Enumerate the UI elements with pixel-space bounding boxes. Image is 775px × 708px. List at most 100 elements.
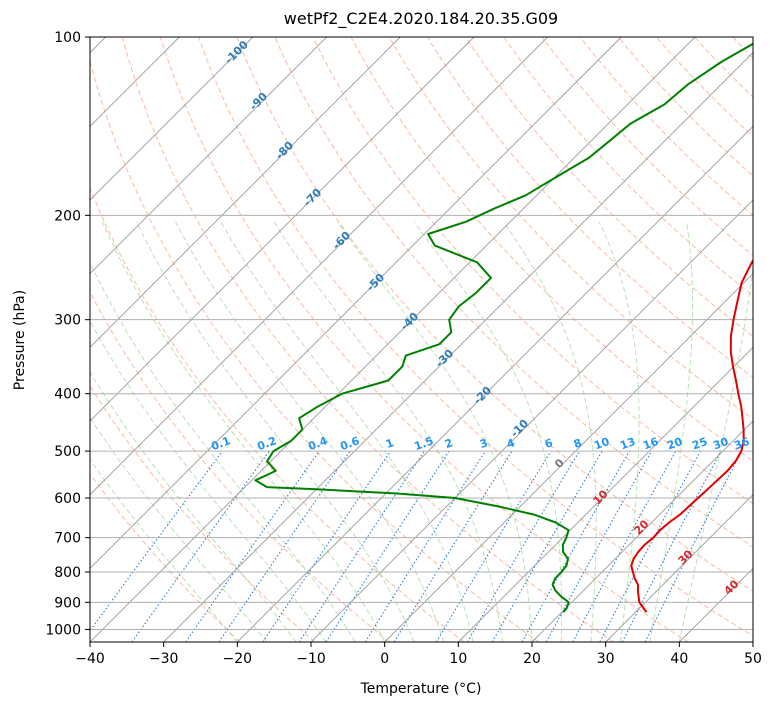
dry-adiabat bbox=[388, 37, 753, 420]
isotherm bbox=[237, 125, 753, 642]
mixing-ratio-label: 10 bbox=[592, 435, 611, 453]
x-axis-ticks: −40 −30 −20 −10 0 10 20 30 40 50 bbox=[75, 642, 762, 667]
y-tick-label: 500 bbox=[54, 444, 81, 460]
mixing-ratio-label: 8 bbox=[572, 436, 584, 451]
x-tick-label: 50 bbox=[744, 651, 762, 667]
y-tick-label: 900 bbox=[54, 595, 81, 611]
mixing-ratio-label: 4 bbox=[505, 436, 517, 451]
isotherm bbox=[163, 52, 753, 642]
mixing-ratio-line bbox=[644, 450, 743, 642]
mixing-ratio-label: 0.2 bbox=[255, 434, 278, 453]
y-tick-label: 800 bbox=[54, 565, 81, 581]
mixing-ratio-line bbox=[467, 450, 580, 642]
dry-adiabat bbox=[198, 37, 753, 637]
moist-adiabat bbox=[337, 221, 533, 642]
mixing-ratio-line bbox=[572, 450, 677, 642]
mixing-ratio-line bbox=[545, 450, 653, 642]
y-tick-label: 400 bbox=[54, 387, 81, 403]
mixing-ratio-label: 13 bbox=[618, 435, 637, 452]
x-tick-label: −10 bbox=[296, 651, 326, 667]
moist-adiabat bbox=[413, 221, 563, 642]
mixing-ratio-label: 0.1 bbox=[209, 434, 232, 453]
mixing-ratio-label: 16 bbox=[641, 435, 660, 453]
moist-adiabat bbox=[90, 320, 327, 642]
plot-frame bbox=[89, 36, 754, 643]
isotherm bbox=[90, 37, 548, 496]
y-axis-ticks: 100 200 300 400 500 600 700 800 900 1000 bbox=[45, 30, 90, 638]
mixing-ratio-line bbox=[364, 450, 486, 642]
moist-adiabat bbox=[90, 261, 356, 642]
mixing-ratio-line bbox=[621, 450, 722, 642]
isotherm bbox=[458, 346, 753, 642]
mixing-ratio-line bbox=[218, 450, 351, 642]
isotherm bbox=[605, 494, 753, 642]
temperature-profile bbox=[630, 258, 753, 613]
mixing-ratio-label: 2 bbox=[443, 436, 455, 451]
dry-adiabat bbox=[236, 37, 753, 592]
mixing-ratio-label: 25 bbox=[690, 435, 709, 452]
mixing-ratio-label: 36 bbox=[732, 435, 751, 453]
dry-adiabat bbox=[465, 37, 753, 338]
y-tick-label: 100 bbox=[54, 30, 81, 46]
dry-adiabat bbox=[159, 37, 689, 642]
x-tick-label: 30 bbox=[597, 651, 615, 667]
isotherm bbox=[310, 199, 753, 642]
isotherm bbox=[90, 37, 475, 422]
isotherm bbox=[90, 37, 401, 348]
moist-adiabat bbox=[220, 221, 474, 642]
moist-adiabat bbox=[175, 221, 445, 642]
background-lines bbox=[90, 37, 753, 642]
dry-adiabat bbox=[90, 384, 316, 642]
mixing-ratio-label: 3 bbox=[478, 436, 490, 451]
y-tick-label: 600 bbox=[54, 491, 81, 507]
x-tick-label: 40 bbox=[670, 651, 688, 667]
dry-adiabat bbox=[121, 37, 614, 642]
dry-adiabat bbox=[656, 37, 753, 138]
dry-adiabat bbox=[579, 37, 753, 217]
mixing-ratio-line bbox=[90, 450, 223, 632]
x-tick-label: 0 bbox=[380, 651, 389, 667]
isotherm bbox=[90, 37, 622, 569]
mixing-ratio-label: 6 bbox=[543, 436, 555, 451]
x-tick-label: −30 bbox=[149, 651, 179, 667]
mixing-ratio-label: 0.6 bbox=[338, 434, 361, 453]
y-tick-label: 700 bbox=[54, 531, 81, 547]
dry-adiabat bbox=[274, 37, 753, 548]
moist-adiabat bbox=[678, 264, 753, 642]
mixing-ratio-label: 20 bbox=[665, 435, 684, 453]
dry-adiabat bbox=[350, 37, 753, 462]
isotherm bbox=[90, 37, 254, 201]
x-tick-label: 20 bbox=[523, 651, 541, 667]
mixing-ratio-label: 1.5 bbox=[412, 434, 435, 453]
dry-adiabat bbox=[90, 291, 390, 642]
isotherm bbox=[90, 37, 327, 275]
x-axis-label: Temperature (°C) bbox=[360, 681, 482, 697]
dewpoint-profile bbox=[254, 42, 753, 613]
isotherm bbox=[90, 37, 696, 642]
data-series bbox=[254, 42, 753, 613]
moist-adiabat bbox=[90, 370, 297, 642]
moist-adiabat bbox=[649, 221, 694, 642]
moist-adiabat bbox=[136, 221, 415, 642]
mixing-ratio-label: 0.4 bbox=[306, 434, 329, 453]
mixing-ratio-line bbox=[599, 450, 701, 642]
mixing-ratio-label: 30 bbox=[711, 435, 730, 453]
mixing-ratio-line bbox=[521, 450, 630, 642]
moist-adiabat bbox=[90, 458, 238, 642]
mixing-ratio-label: 1 bbox=[384, 436, 396, 451]
y-axis-label: Pressure (hPa) bbox=[12, 290, 28, 390]
mixing-ratio-line bbox=[298, 450, 425, 642]
moist-adiabat bbox=[90, 416, 268, 642]
dry-adiabat bbox=[90, 186, 465, 642]
dry-adiabat bbox=[312, 37, 753, 505]
y-tick-label: 1000 bbox=[45, 622, 81, 638]
x-tick-label: −40 bbox=[75, 651, 105, 667]
y-tick-label: 300 bbox=[54, 313, 81, 329]
chart-title: wetPf2_C2E4.2020.184.20.35.G09 bbox=[284, 9, 558, 29]
mixing-ratio-line bbox=[435, 450, 552, 642]
x-tick-label: 10 bbox=[449, 651, 467, 667]
moist-adiabat bbox=[273, 221, 503, 642]
x-tick-label: −20 bbox=[223, 651, 253, 667]
